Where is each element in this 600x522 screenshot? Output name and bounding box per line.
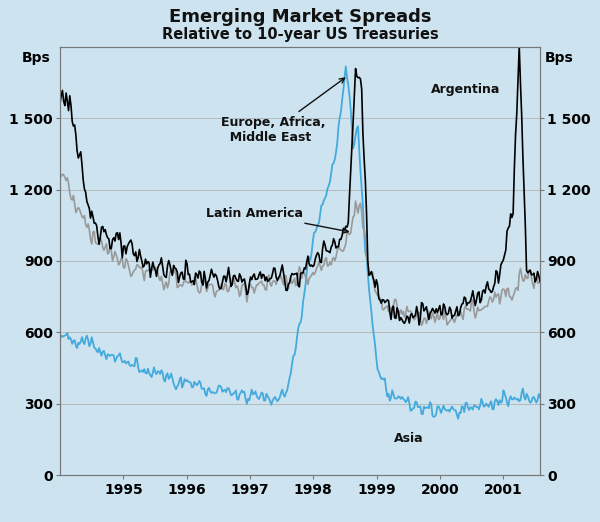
Text: Argentina: Argentina — [430, 84, 500, 96]
Text: Europe, Africa,
  Middle East: Europe, Africa, Middle East — [221, 78, 344, 144]
Text: Emerging Market Spreads: Emerging Market Spreads — [169, 8, 431, 26]
Text: Bps: Bps — [22, 51, 50, 65]
Text: Relative to 10-year US Treasuries: Relative to 10-year US Treasuries — [161, 27, 439, 42]
Text: Bps: Bps — [545, 51, 574, 65]
Text: Latin America: Latin America — [206, 207, 349, 233]
Text: Asia: Asia — [394, 432, 423, 445]
